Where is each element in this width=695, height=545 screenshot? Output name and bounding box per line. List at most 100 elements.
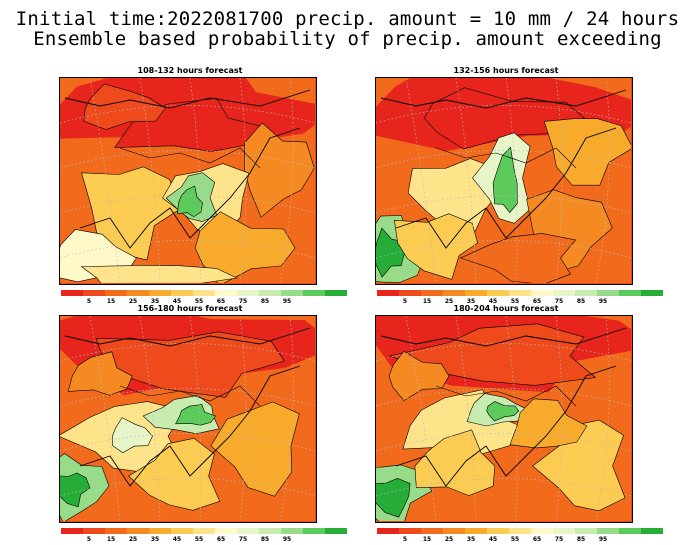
colorbar-label: 45 xyxy=(172,298,182,305)
colorbar-label: 95 xyxy=(598,536,608,543)
colorbar-label: 35 xyxy=(150,536,160,543)
probability-contour xyxy=(486,401,520,422)
meridian-line xyxy=(239,78,247,283)
colorbar-label: 35 xyxy=(466,536,476,543)
colorbar-swatch xyxy=(325,528,347,534)
colorbar-swatch xyxy=(215,290,237,296)
colorbar-label: 65 xyxy=(532,536,542,543)
colorbar-swatch xyxy=(399,290,421,296)
colorbar-label: 55 xyxy=(194,298,204,305)
parallel-line xyxy=(60,105,315,124)
colorbar-swatch xyxy=(619,528,641,534)
probability-contour xyxy=(509,398,588,449)
probability-map xyxy=(375,77,633,285)
meridian-line xyxy=(89,316,121,521)
colorbar: 5 15 25 35 45 55 65 75 85 95 xyxy=(377,290,663,306)
probability-contour xyxy=(492,146,518,214)
probability-contour xyxy=(388,350,450,401)
map-panel-4: 180-204 hours forecast 5 15 25 35 45 55 65 75 85… xyxy=(375,304,663,544)
colorbar-swatch xyxy=(421,290,443,296)
probability-contour xyxy=(60,472,91,508)
coastline xyxy=(79,365,301,487)
parallel-line xyxy=(60,433,315,452)
border-line xyxy=(435,147,577,169)
colorbar-label: 85 xyxy=(576,536,586,543)
colorbar-swatch xyxy=(531,528,553,534)
parallel-line xyxy=(60,240,315,259)
colorbar-label: 75 xyxy=(238,536,248,543)
colorbar-label: 65 xyxy=(216,536,226,543)
colorbar-swatch xyxy=(531,290,553,296)
colorbar-swatch xyxy=(619,290,641,296)
colorbar-label: 15 xyxy=(106,298,116,305)
colorbar-label: 15 xyxy=(106,536,116,543)
colorbar-swatch xyxy=(105,290,127,296)
probability-contour xyxy=(67,351,133,396)
probability-map xyxy=(59,315,317,523)
colorbar-label: 25 xyxy=(444,536,454,543)
probability-contour xyxy=(81,166,182,261)
colorbar-swatch xyxy=(597,528,619,534)
probability-contour xyxy=(177,185,203,218)
colorbar: 5 15 25 35 45 55 65 75 85 95 xyxy=(377,528,663,544)
colorbar-label: 75 xyxy=(554,536,564,543)
colorbar-label: 75 xyxy=(554,298,564,305)
parallel-line xyxy=(376,105,631,124)
colorbar-swatch xyxy=(259,528,281,534)
colorbar-swatch xyxy=(61,290,83,296)
probability-contour xyxy=(376,477,411,518)
colorbar-label: 95 xyxy=(282,298,292,305)
colorbar-label: 65 xyxy=(532,298,542,305)
colorbar-label: 55 xyxy=(510,298,520,305)
colorbar-label: 95 xyxy=(598,298,608,305)
colorbar-label: 55 xyxy=(194,536,204,543)
colorbar-swatch xyxy=(105,528,127,534)
colorbar-label: 35 xyxy=(150,298,160,305)
colorbar-swatch xyxy=(127,290,149,296)
colorbar-swatch xyxy=(193,290,215,296)
colorbar-swatch xyxy=(281,528,303,534)
coastline xyxy=(79,127,301,249)
panel-title: 156-180 hours forecast xyxy=(137,304,243,313)
colorbar-label: 25 xyxy=(128,298,138,305)
colorbar-label: 45 xyxy=(488,298,498,305)
colorbar-swatch xyxy=(399,528,421,534)
colorbar-label: 25 xyxy=(128,536,138,543)
colorbar-label: 75 xyxy=(238,298,248,305)
colorbar-swatch xyxy=(487,528,509,534)
meridian-line xyxy=(279,316,294,521)
probability-map xyxy=(59,77,317,285)
colorbar-label: 55 xyxy=(510,536,520,543)
colorbar-label: 85 xyxy=(576,298,586,305)
parallel-line xyxy=(60,388,315,407)
parallel-line xyxy=(376,195,631,214)
colorbar-swatch xyxy=(83,528,105,534)
colorbar-swatch xyxy=(127,528,149,534)
colorbar-label: 5 xyxy=(86,298,92,305)
colorbar-swatch xyxy=(149,290,171,296)
colorbar-label: 5 xyxy=(86,536,92,543)
probability-contour xyxy=(532,419,626,512)
colorbar-label: 15 xyxy=(422,536,432,543)
colorbar-swatch xyxy=(641,528,663,534)
border-line xyxy=(119,147,261,169)
colorbar-swatch xyxy=(325,290,347,296)
colorbar-swatch xyxy=(215,528,237,534)
parallel-line xyxy=(376,150,631,169)
coastline xyxy=(64,327,311,347)
parallel-line xyxy=(376,240,631,259)
chart-title-line2: Ensemble based probability of precip. am… xyxy=(33,28,662,50)
meridian-line xyxy=(89,78,121,283)
panel-title: 180-204 hours forecast xyxy=(453,304,559,313)
probability-map xyxy=(375,315,633,523)
colorbar-swatch xyxy=(303,290,325,296)
colorbar-swatch xyxy=(421,528,443,534)
border-line xyxy=(435,385,577,407)
colorbar-swatch xyxy=(641,290,663,296)
border-line xyxy=(119,385,261,407)
map-panel-2: 132-156 hours forecast 5 15 25 35 45 55 65 75 85… xyxy=(375,66,663,306)
colorbar-swatch xyxy=(237,290,259,296)
chart-title-line1: Initial time:2022081700 precip. amount =… xyxy=(15,8,680,30)
probability-contour xyxy=(194,211,296,283)
coastline xyxy=(64,89,311,109)
